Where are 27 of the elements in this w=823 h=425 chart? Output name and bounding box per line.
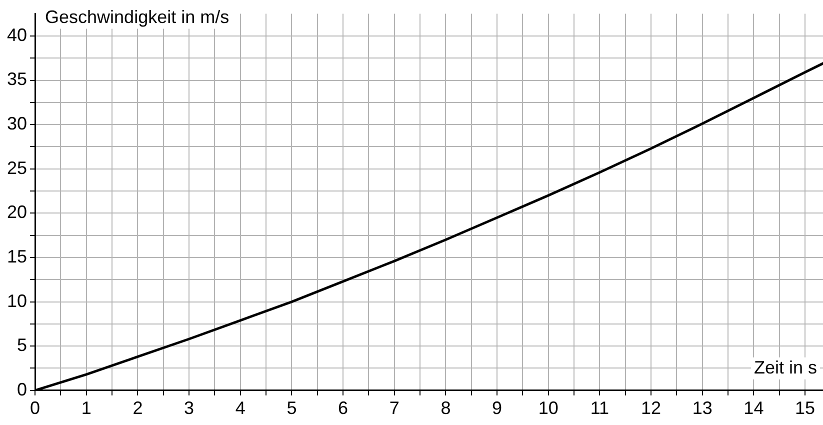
x-tick-label: 3 bbox=[184, 398, 194, 418]
x-tick-label: 8 bbox=[440, 398, 451, 418]
x-tick-label: 13 bbox=[692, 398, 712, 418]
x-axis-title: Zeit in s bbox=[754, 357, 818, 378]
y-tick-label: 25 bbox=[6, 158, 28, 178]
x-tick-label: 12 bbox=[641, 398, 662, 418]
y-tick-label: 20 bbox=[6, 202, 28, 222]
y-tick-label: 30 bbox=[6, 114, 28, 134]
x-tick-label: 6 bbox=[338, 398, 348, 418]
y-axis-title: Geschwindigkeit in m/s bbox=[45, 6, 230, 27]
x-tick-label: 9 bbox=[492, 398, 502, 418]
x-tick-label: 2 bbox=[132, 398, 143, 418]
y-tick-label: 5 bbox=[17, 335, 28, 356]
x-tick-label: 1 bbox=[81, 398, 92, 418]
x-tick-label: 10 bbox=[538, 398, 558, 418]
x-tick-label: 14 bbox=[744, 398, 764, 418]
x-tick-label: 5 bbox=[286, 398, 297, 418]
x-tick-label: 11 bbox=[590, 398, 610, 418]
x-tick-label: 7 bbox=[389, 398, 400, 418]
y-tick-label: 0 bbox=[17, 379, 28, 400]
y-tick-label: 15 bbox=[6, 246, 28, 266]
x-tick-label: 4 bbox=[235, 398, 246, 418]
x-tick-label: 15 bbox=[795, 398, 816, 418]
x-tick-label: 0 bbox=[30, 398, 40, 418]
y-tick-label: 40 bbox=[6, 24, 28, 45]
y-tick-label: 35 bbox=[6, 69, 28, 90]
y-tick-label: 10 bbox=[6, 290, 28, 311]
